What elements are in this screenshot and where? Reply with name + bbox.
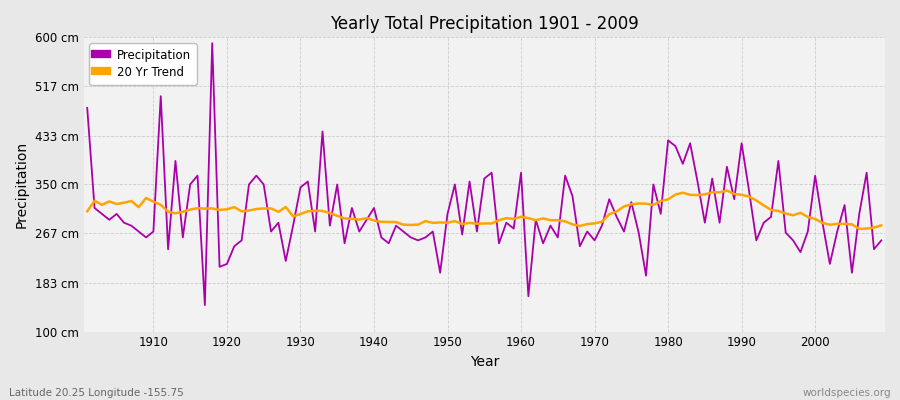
Y-axis label: Precipitation: Precipitation bbox=[15, 141, 29, 228]
Precipitation bbox=[530, 217, 541, 222]
Precipitation bbox=[317, 129, 328, 134]
20 Yr Trend bbox=[346, 216, 357, 221]
Text: Latitude 20.25 Longitude -155.75: Latitude 20.25 Longitude -155.75 bbox=[9, 388, 184, 398]
20 Yr Trend bbox=[82, 209, 93, 214]
Line: Precipitation: Precipitation bbox=[87, 43, 881, 305]
Legend: Precipitation, 20 Yr Trend: Precipitation, 20 Yr Trend bbox=[89, 43, 196, 84]
20 Yr Trend bbox=[508, 216, 519, 221]
20 Yr Trend bbox=[876, 223, 886, 228]
20 Yr Trend bbox=[140, 196, 151, 200]
Line: 20 Yr Trend: 20 Yr Trend bbox=[87, 190, 881, 229]
Precipitation bbox=[361, 217, 372, 222]
20 Yr Trend bbox=[604, 212, 615, 217]
Text: worldspecies.org: worldspecies.org bbox=[803, 388, 891, 398]
Precipitation bbox=[200, 303, 211, 308]
20 Yr Trend bbox=[302, 209, 313, 214]
Precipitation bbox=[876, 238, 886, 243]
20 Yr Trend bbox=[516, 214, 526, 219]
Precipitation bbox=[207, 41, 218, 46]
Precipitation bbox=[140, 235, 151, 240]
20 Yr Trend bbox=[854, 226, 865, 231]
20 Yr Trend bbox=[722, 188, 733, 193]
Precipitation bbox=[618, 229, 629, 234]
Precipitation bbox=[82, 106, 93, 110]
Precipitation bbox=[523, 294, 534, 299]
Title: Yearly Total Precipitation 1901 - 2009: Yearly Total Precipitation 1901 - 2009 bbox=[330, 15, 639, 33]
X-axis label: Year: Year bbox=[470, 355, 499, 369]
